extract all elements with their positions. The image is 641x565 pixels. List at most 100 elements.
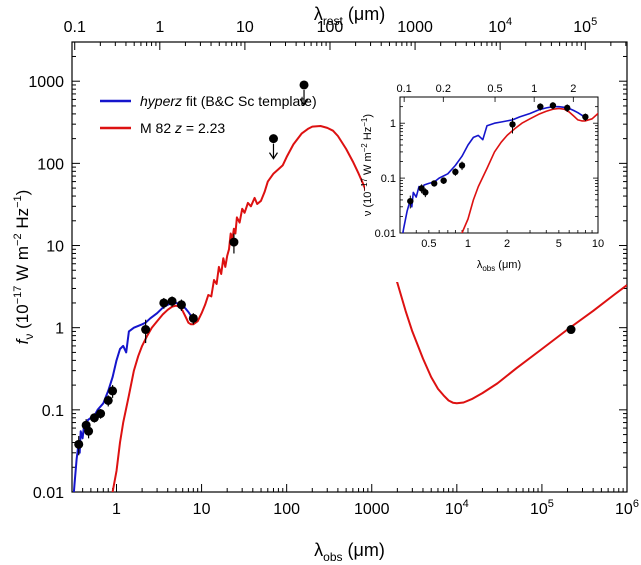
inset-x-axis-label-sub: obs [482,264,495,273]
inset-obs-point [458,162,466,169]
x-tick-label: 106 [615,498,639,518]
top-axis-label-sym: λ [314,4,323,24]
inset-y-tick-label: 0.01 [375,228,396,240]
top-x-tick-label: 10 [236,19,254,36]
inset-series-group [402,102,598,233]
inset-obs-point [509,121,516,128]
y-tick-label: 1 [55,321,64,338]
x-tick-label-base: 1 [112,501,121,518]
x-tick-label-base: 10 [193,501,211,518]
inset-top-x-tick-label: 0.2 [436,83,451,95]
x-tick-label: 10 [193,501,211,518]
obs-point [159,298,169,308]
obs-point [103,395,113,405]
series-line-1 [111,125,627,492]
top-axis-label-unit: (μm) [343,4,385,24]
y-axis-label-exp: −17 [12,286,24,305]
inset-x-axis-label: λobs (μm) [477,259,521,273]
top-x-tick-label-base: 1000 [397,19,433,36]
y-axis-label-exp: −2 [12,233,24,246]
y-axis-label-unit: (10 [13,304,32,333]
inset-obs-point [440,177,447,184]
top-x-tick-label-base: 10 [236,19,254,36]
obs-point [229,237,239,247]
obs-point [141,325,151,335]
inset-frame [399,96,599,234]
x-tick-label: 105 [530,498,554,518]
legend-label-rest: fit (B&C Sc template) [182,93,317,109]
inset-series-line-1 [460,107,598,233]
inset-obs-point [422,189,429,196]
obs-point [84,426,94,436]
x-tick-label-base: 1000 [354,501,390,518]
inset-obs-point [407,197,414,205]
x-tick-label: 100 [273,501,300,518]
inset-obs-point [549,102,557,109]
x-axis-label-unit: (μm) [343,540,385,560]
inset-top-x-tick-label: 2 [570,83,576,95]
legend-label-italic: z [174,120,182,136]
obs-point [74,439,84,449]
y-tick-label: 1000 [28,74,64,91]
obs-point [176,300,186,310]
obs-point [108,386,118,396]
y-tick-label: 0.1 [42,403,64,420]
inset-x-axis-label-sym: λ [477,259,483,271]
inset-x-axis-label-unit: (μm) [495,259,521,271]
inset-y-axis-label-close: ) [362,114,374,118]
inset-obs-point [431,180,438,187]
top-x-tick-label: 1000 [397,19,433,36]
y-axis-label-exp: −1 [12,195,24,208]
y-axis-label-close: ) [13,190,32,196]
y-tick-label: 10 [46,239,64,256]
plot-frame [71,41,628,493]
inset-y-axis-label-exp: −2 [360,143,369,153]
inset-obs-point [582,113,589,121]
x-tick-label-base: 10 [615,501,633,518]
y-axis-label-sym: f [13,337,32,344]
legend-label-1: M 82 z = 2.23 [140,120,225,136]
top-x-tick-label: 105 [573,16,597,36]
x-tick-label-exp: 6 [633,498,639,510]
x-tick-label-base: 100 [273,501,300,518]
series-line-0 [72,301,195,492]
x-tick-label-base: 10 [445,501,463,518]
inset-obs-point [452,168,459,176]
y-axis-label-mid: W m [13,246,32,286]
obs-point [566,325,576,335]
top-axis-label-sub: rest [323,14,344,28]
x-tick-label: 1000 [354,501,390,518]
x-tick-label: 1 [112,501,121,518]
inset-x-tick-label: 2 [504,238,510,250]
inset-background [365,82,610,282]
legend-label-rest: = 2.23 [182,120,225,136]
top-axis-label: λrest (μm) [314,4,385,28]
inset-top-x-tick-label: 0.5 [487,83,502,95]
upper-limit-point [268,134,278,144]
x-axis-label-sub: obs [323,550,342,564]
inset-y-axis-label-exp: −1 [360,117,369,127]
obs-point [96,409,106,419]
inset-x-tick-label: 1 [465,238,471,250]
upper-limit-arrow-head [268,152,278,160]
inset-y-tick-label: 1 [390,118,396,130]
y-axis-label-sub: ν [22,334,36,340]
upper-limit-point [299,80,309,90]
inset-x-tick-label: 10 [592,238,604,250]
upper-limit-arrow-head [299,98,309,107]
inset-y-axis-label-mid: W m [362,152,374,178]
x-tick-label: 104 [445,498,469,518]
inset-y-axis-label-mid: Hz [362,127,374,144]
top-x-tick-label: 0.1 [64,19,86,36]
x-axis-label-sym: λ [314,540,323,560]
top-x-tick-label-base: 10 [488,19,506,36]
inset-obs-point [564,104,571,112]
y-tick-label: 0.01 [33,485,64,502]
inset-x-tick-label: 5 [556,238,562,250]
legend-label-pre: M 82 [140,120,175,136]
x-tick-label-exp: 5 [548,498,554,510]
x-tick-label-exp: 4 [463,498,469,510]
inset-top-x-tick-label: 1 [531,83,537,95]
